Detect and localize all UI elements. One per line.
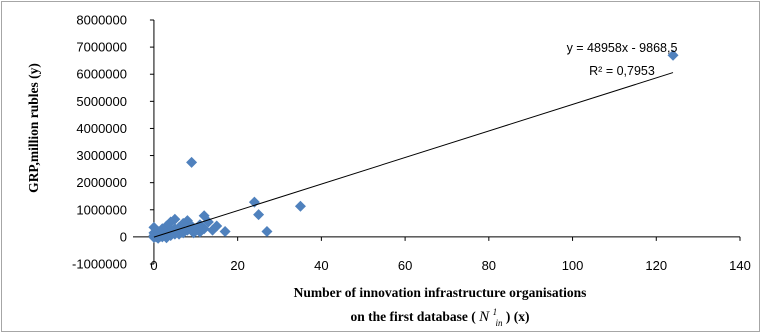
y-tick-label: 3000000 <box>76 148 127 163</box>
x-tick-label: 20 <box>230 258 244 273</box>
x-axis-title-line1: Number of innovation infrastructure orga… <box>294 285 587 300</box>
x-tick-label: 100 <box>562 258 584 273</box>
x-axis-symbol-superscript: 1 <box>493 307 498 317</box>
y-tick-label: 6000000 <box>76 67 127 82</box>
x-axis-symbol-subscript: in <box>495 318 503 328</box>
x-axis-title-line2: on the first database ( N 1 in ) (x) <box>351 303 530 329</box>
y-tick-label: 4000000 <box>76 121 127 136</box>
trendline-equation: y = 48958x - 9868,5 <box>567 41 678 55</box>
x-tick-label: 140 <box>729 258 751 273</box>
y-axis-title: GRP,million rubles (y) <box>26 63 41 193</box>
data-points <box>148 50 678 244</box>
y-axis-tick-labels: -1000000 0 1000000 2000000 3000000 4000000 500… <box>72 13 127 272</box>
trendline-r-squared: R² = 0,7953 <box>589 64 655 78</box>
y-tick-label: 8000000 <box>76 13 127 28</box>
data-point <box>253 209 264 220</box>
trendline <box>154 73 673 238</box>
data-point <box>220 226 231 237</box>
data-point <box>295 201 306 212</box>
x-tick-label: 40 <box>314 258 328 273</box>
y-tick-label: 7000000 <box>76 40 127 55</box>
x-tick-label: 80 <box>482 258 496 273</box>
y-tick-label: 2000000 <box>76 175 127 190</box>
axis-tick-marks <box>150 20 740 264</box>
y-tick-label: 5000000 <box>76 94 127 109</box>
x-axis-symbol: N <box>478 309 490 325</box>
data-point <box>186 157 197 168</box>
x-axis-title-prefix: on the first database ( <box>351 309 477 324</box>
data-point <box>261 226 272 237</box>
x-tick-label: 60 <box>398 258 412 273</box>
y-tick-label: -1000000 <box>72 257 127 272</box>
y-tick-label: 0 <box>120 229 127 244</box>
y-tick-label: 1000000 <box>76 202 127 217</box>
x-axis-title-suffix: ) (x) <box>506 309 530 324</box>
x-axis-tick-labels: 0 20 40 60 80 100 120 140 <box>150 258 751 273</box>
x-tick-label: 120 <box>645 258 667 273</box>
